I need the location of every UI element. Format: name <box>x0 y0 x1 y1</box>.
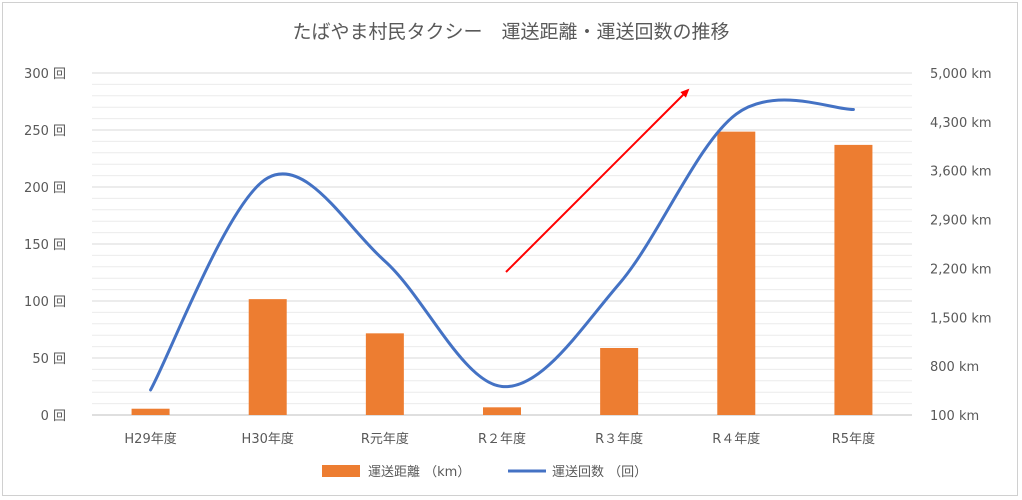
left-tick-label: 150 回 <box>24 238 66 253</box>
left-axis: 0 回 50 回 100 回 150 回 200 回 250 回 300 回 <box>24 67 66 424</box>
trend-arrow <box>506 90 688 272</box>
right-tick-label: 2,900 km <box>930 214 992 229</box>
legend: 運送距離 （km） 運送回数 （回） <box>322 465 647 480</box>
legend-swatch-distance <box>322 465 360 477</box>
left-tick-label: 0 回 <box>41 409 66 424</box>
x-tick-label: H29年度 <box>124 431 176 447</box>
x-tick-label: R元年度 <box>361 431 409 447</box>
bar <box>483 407 521 415</box>
bar <box>366 333 404 415</box>
right-tick-label: 4,300 km <box>930 116 992 131</box>
right-tick-label: 1,500 km <box>930 311 992 326</box>
grid <box>92 73 912 415</box>
x-tick-label: R5年度 <box>832 431 875 447</box>
bar <box>249 299 287 415</box>
x-tick-label: R４年度 <box>712 431 760 447</box>
bar <box>834 145 872 415</box>
legend-label-count: 運送回数 （回） <box>552 465 647 480</box>
bars <box>132 132 873 415</box>
right-tick-label: 5,000 km <box>930 67 992 82</box>
left-tick-label: 250 回 <box>24 124 66 139</box>
legend-label-distance: 運送距離 （km） <box>368 465 470 480</box>
bar <box>600 348 638 415</box>
x-tick-label: R３年度 <box>595 431 643 447</box>
x-tick-label: H30年度 <box>242 431 294 447</box>
left-tick-label: 100 回 <box>24 295 66 310</box>
right-axis: 100 km 800 km 1,500 km 2,200 km 2,900 km 3,60… <box>930 67 992 424</box>
chart-title: たばやま村民タクシー 運送距離・運送回数の推移 <box>292 21 729 43</box>
left-tick-label: 50 回 <box>32 352 66 367</box>
right-tick-label: 3,600 km <box>930 165 992 180</box>
x-axis: H29年度 H30年度 R元年度 R２年度 R３年度 R４年度 R5年度 <box>124 431 875 447</box>
left-tick-label: 200 回 <box>24 181 66 196</box>
right-tick-label: 100 km <box>930 409 979 424</box>
left-tick-label: 300 回 <box>24 67 66 82</box>
x-tick-label: R２年度 <box>478 431 526 447</box>
bar <box>132 409 170 415</box>
right-tick-label: 2,200 km <box>930 262 992 277</box>
right-tick-label: 800 km <box>930 360 979 375</box>
bar <box>717 132 755 415</box>
